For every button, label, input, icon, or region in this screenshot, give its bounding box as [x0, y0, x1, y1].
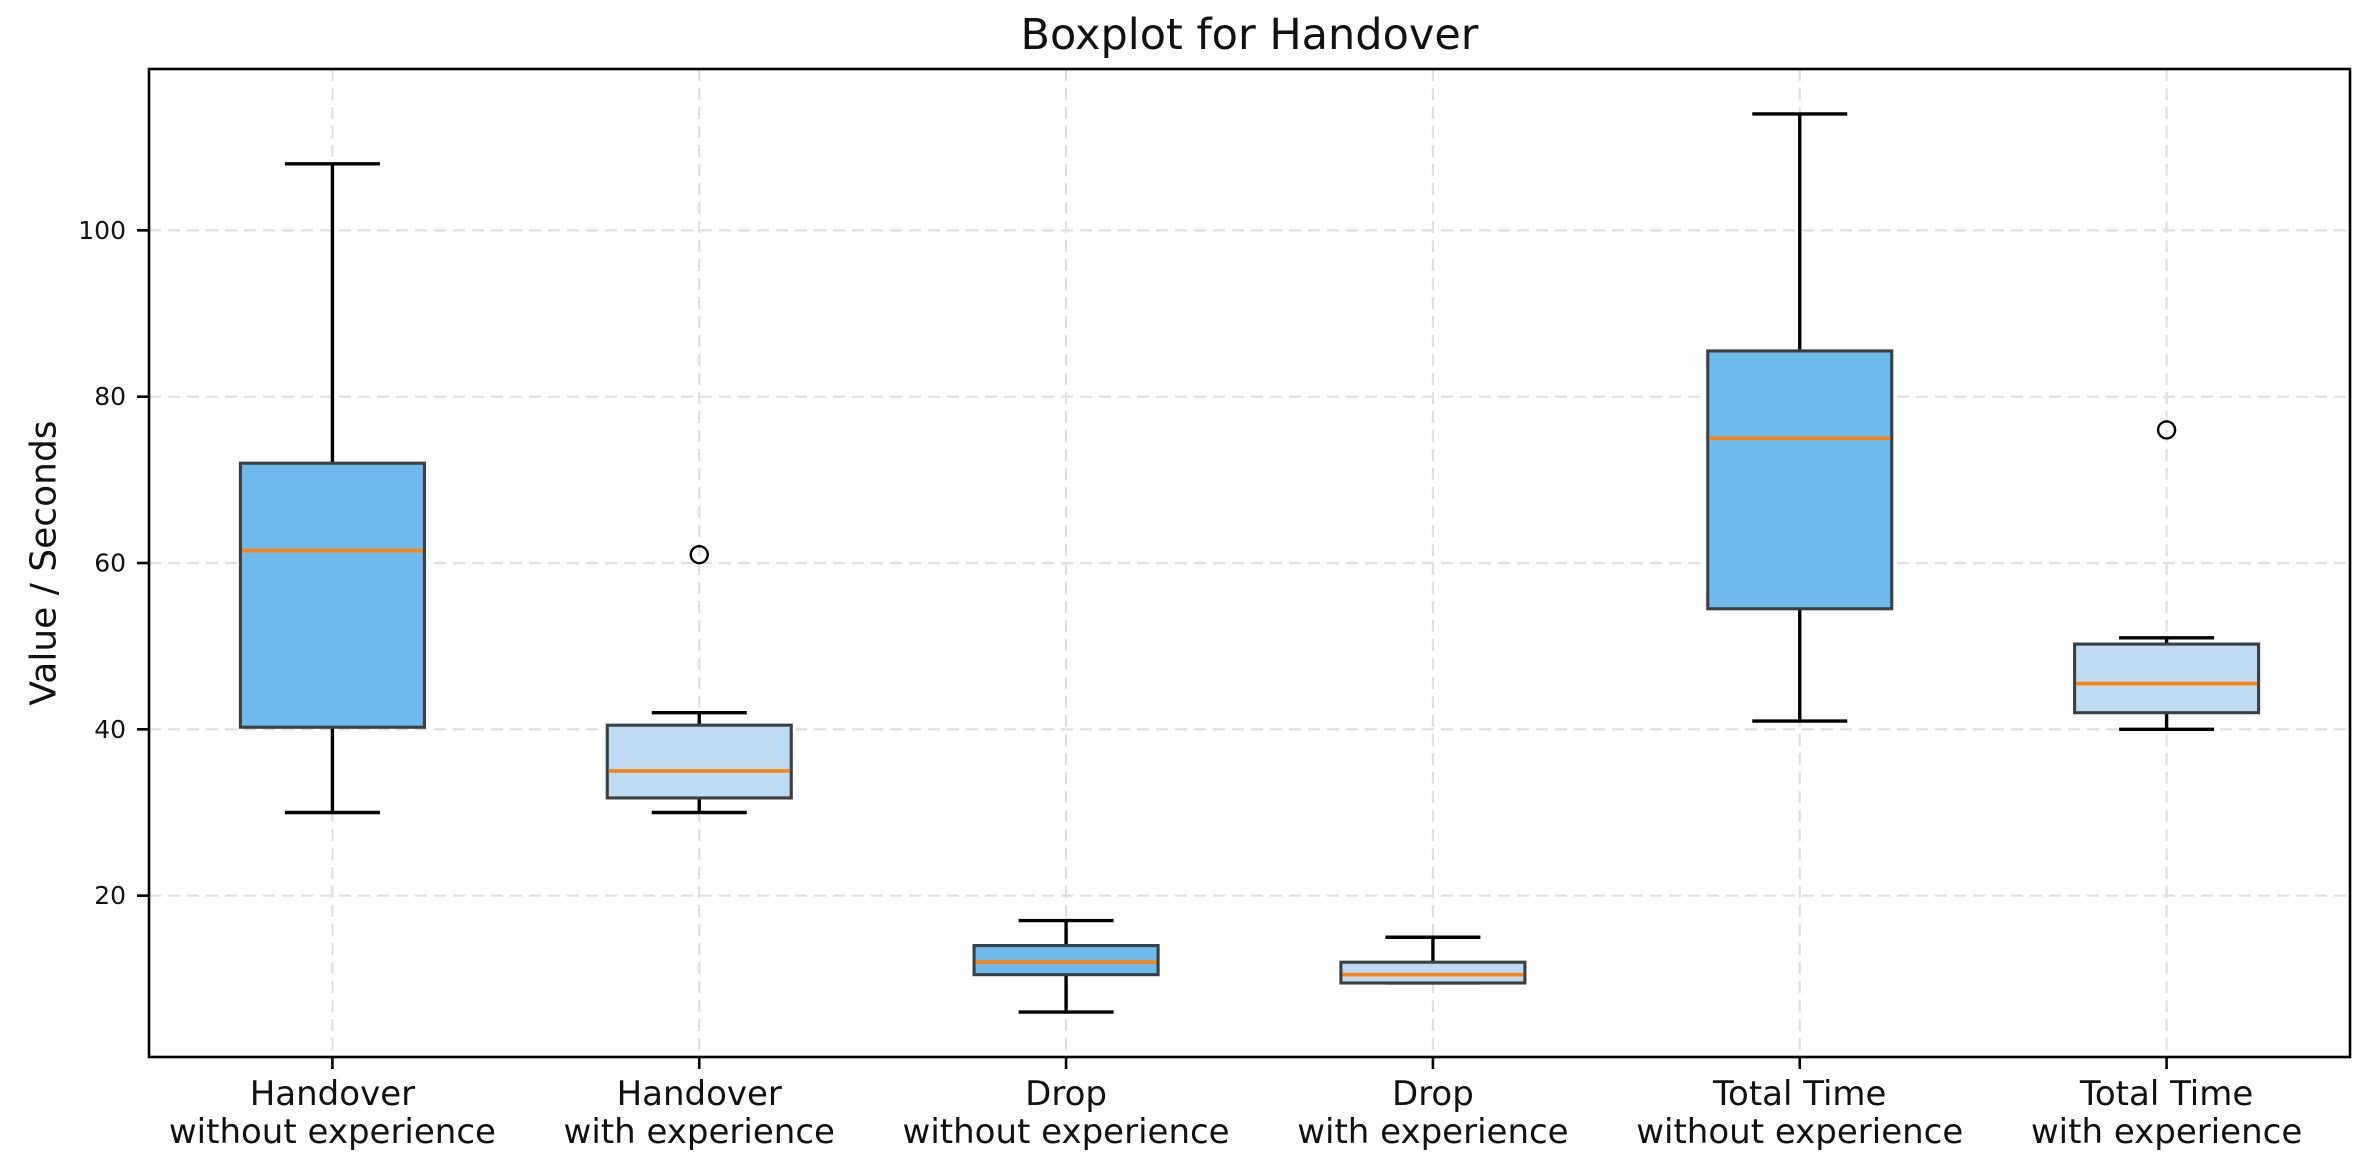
iqr-box — [605, 723, 793, 800]
x-tick-label: Handover — [617, 1074, 782, 1114]
outlier-point — [2156, 420, 2177, 440]
x-tick-label: Handover — [250, 1074, 415, 1114]
iqr-box — [2073, 642, 2261, 715]
x-tick-label: without experience — [903, 1112, 1230, 1152]
box-group — [2073, 420, 2261, 732]
iqr-box — [1339, 960, 1527, 985]
iqr-box — [1706, 349, 1894, 611]
x-tick-label: with experience — [1297, 1112, 1568, 1152]
y-tick-label: 100 — [78, 216, 126, 245]
y-tick-label: 40 — [94, 715, 126, 744]
iqr-box — [238, 461, 426, 729]
box-group — [1339, 935, 1527, 985]
box-group — [1706, 112, 1894, 723]
y-tick-label: 80 — [94, 382, 126, 411]
x-tick-label: without experience — [169, 1112, 496, 1152]
box-group — [605, 544, 793, 815]
iqr-box — [972, 944, 1160, 977]
box-group — [238, 162, 426, 815]
x-tick-label: Drop — [1025, 1074, 1107, 1114]
x-tick-label: Drop — [1392, 1074, 1474, 1114]
y-axis: 20 40 60 80 100 — [78, 216, 149, 910]
y-tick-label: 60 — [94, 549, 126, 578]
y-tick-label: 20 — [94, 881, 126, 910]
x-tick-label: Total Time — [1712, 1074, 1886, 1114]
x-tick-label: without experience — [1636, 1112, 1963, 1152]
x-tick-label: with experience — [2031, 1112, 2302, 1152]
x-tick-label: Total Time — [2079, 1074, 2253, 1114]
outlier-point — [689, 544, 709, 565]
chart-title: Boxplot for Handover — [1020, 10, 1479, 60]
box-group — [972, 918, 1160, 1014]
x-tick-label: with experience — [564, 1112, 835, 1152]
gridlines — [149, 69, 2350, 1057]
